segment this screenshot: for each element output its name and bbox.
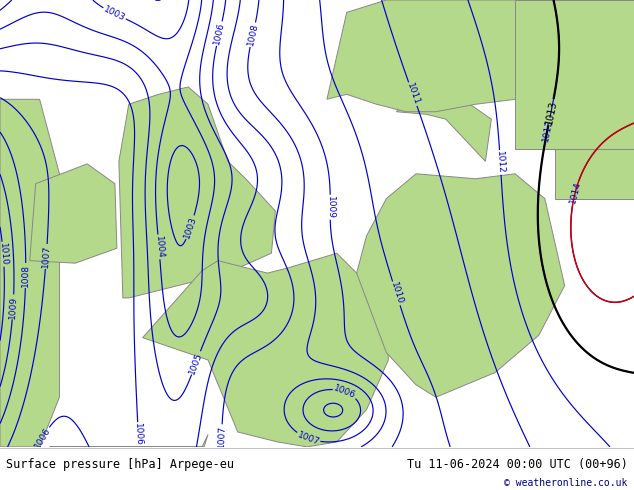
Polygon shape: [327, 0, 634, 112]
Polygon shape: [143, 253, 388, 447]
Text: 1013: 1013: [541, 118, 554, 142]
Text: 1006: 1006: [33, 426, 53, 450]
Text: 1010: 1010: [0, 243, 9, 266]
Text: 1007: 1007: [217, 425, 226, 448]
Text: 1005: 1005: [188, 350, 204, 375]
Text: 1003: 1003: [183, 215, 198, 240]
Polygon shape: [0, 99, 60, 447]
Text: 1012: 1012: [495, 151, 505, 174]
Text: 1004: 1004: [153, 235, 164, 259]
Text: 1006: 1006: [133, 423, 143, 446]
Text: Tu 11-06-2024 00:00 UTC (00+96): Tu 11-06-2024 00:00 UTC (00+96): [407, 458, 628, 470]
Polygon shape: [30, 164, 117, 263]
Polygon shape: [515, 0, 634, 149]
Text: 1009: 1009: [326, 196, 335, 219]
Text: 1007: 1007: [296, 430, 321, 447]
Text: © weatheronline.co.uk: © weatheronline.co.uk: [504, 478, 628, 488]
Text: 1008: 1008: [21, 264, 30, 287]
Text: 1013: 1013: [544, 99, 559, 125]
Polygon shape: [555, 99, 634, 198]
Text: 1011: 1011: [404, 82, 421, 106]
Text: Surface pressure [hPa] Arpege-eu: Surface pressure [hPa] Arpege-eu: [6, 458, 235, 470]
Text: 1008: 1008: [246, 23, 260, 47]
Polygon shape: [356, 174, 565, 397]
Text: 1006: 1006: [212, 22, 226, 46]
Text: 1009: 1009: [8, 295, 18, 319]
Text: 1006: 1006: [333, 384, 358, 400]
Text: 1007: 1007: [41, 245, 51, 268]
Text: 1014: 1014: [568, 180, 583, 205]
Polygon shape: [49, 435, 208, 447]
Text: 1003: 1003: [102, 4, 127, 23]
Polygon shape: [119, 87, 275, 298]
Polygon shape: [396, 95, 491, 161]
Text: 1010: 1010: [389, 281, 404, 306]
